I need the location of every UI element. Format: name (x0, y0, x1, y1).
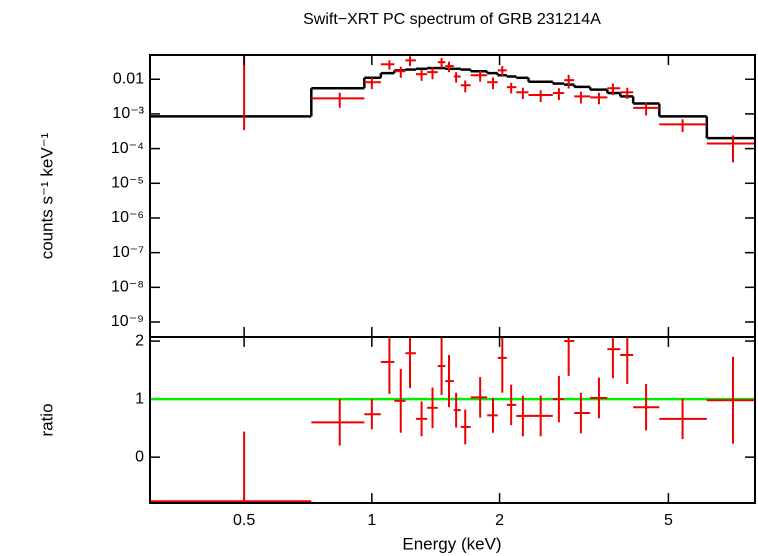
x-tick-label: 1 (367, 512, 376, 529)
y-tick-label: 10⁻⁴ (111, 140, 144, 157)
x-tick-label: 2 (495, 512, 504, 529)
y-tick-label: 0 (135, 448, 144, 465)
y-tick-label: 10⁻⁹ (111, 313, 144, 330)
y-tick-label: 0.01 (113, 70, 144, 87)
y-tick-label: 10⁻⁷ (112, 244, 144, 261)
y-tick-label: 2 (135, 332, 144, 349)
y-tick-label: 10⁻⁵ (111, 175, 144, 192)
y-tick-label: 10⁻⁸ (111, 279, 144, 296)
y-tick-label: 10⁻⁶ (111, 209, 144, 226)
chart-title: Swift−XRT PC spectrum of GRB 231214A (303, 11, 601, 28)
y-axis-title: counts s⁻¹ keV⁻¹ (37, 132, 56, 259)
x-tick-label: 5 (664, 512, 673, 529)
y-axis-title: ratio (37, 403, 56, 436)
x-tick-label: 0.5 (233, 512, 255, 529)
plot-frame (149, 54, 756, 338)
x-axis-title: Energy (keV) (402, 534, 501, 553)
y-tick-label: 10⁻³ (112, 105, 144, 122)
y-tick-label: 1 (135, 390, 144, 407)
plot-frame (149, 336, 756, 504)
